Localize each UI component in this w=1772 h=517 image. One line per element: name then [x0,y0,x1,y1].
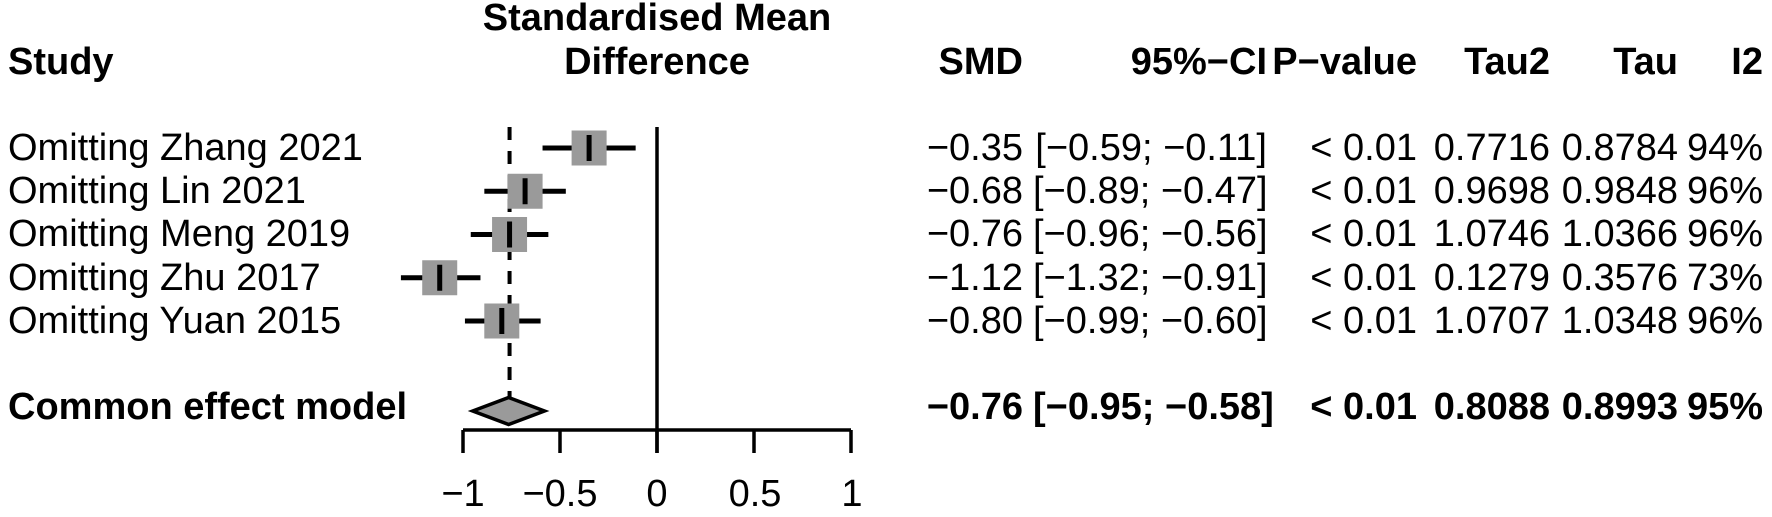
common-pvalue-value: < 0.01 [1310,386,1417,428]
smd-value: −0.76 [926,213,1023,255]
tau-value: 1.0348 [1561,300,1678,342]
study-row-label: Omitting Lin 2021 [8,170,306,212]
pvalue-value: < 0.01 [1310,257,1417,299]
plot-title-line1: Standardised Mean [482,0,832,39]
tau-value: 0.9848 [1561,170,1678,212]
smd-value: −0.80 [926,300,1023,342]
x-axis-tick-label: 0 [646,473,668,515]
pvalue-column-header: P−value [1272,41,1417,83]
common-ci-value: [−0.95; −0.58] [1033,386,1274,428]
study-column-header: Study [8,41,114,83]
x-axis-tick-label: 1 [841,473,863,515]
pvalue-value: < 0.01 [1310,300,1417,342]
tau-value: 0.3576 [1561,257,1678,299]
smd-value: −0.68 [926,170,1023,212]
tau2-column-header: Tau2 [1464,41,1550,83]
ci-value: [−0.99; −0.60] [1033,300,1268,342]
i2-value: 94% [1686,127,1763,169]
common-smd-value: −0.76 [926,386,1023,428]
ci-column-header: 95%−CI [1130,41,1267,83]
i2-value: 73% [1686,257,1763,299]
ci-value: [−1.32; −0.91] [1033,257,1268,299]
tau-value: 0.8784 [1561,127,1678,169]
x-axis-tick-label: −1 [441,473,485,515]
common-i2-value: 95% [1686,386,1763,428]
i2-value: 96% [1686,213,1763,255]
pvalue-value: < 0.01 [1310,170,1417,212]
tau2-value: 1.0746 [1433,213,1550,255]
i2-value: 96% [1686,170,1763,212]
x-axis-tick-label: −0.5 [522,473,598,515]
study-row-label: Omitting Meng 2019 [8,213,351,255]
i2-column-header: I2 [1731,41,1763,83]
pvalue-value: < 0.01 [1310,127,1417,169]
study-row-label: Omitting Zhu 2017 [8,257,321,299]
smd-column-header: SMD [938,41,1023,83]
common-tau2-value: 0.8088 [1433,386,1550,428]
common-effect-label: Common effect model [8,386,408,428]
study-row-label: Omitting Zhang 2021 [8,127,363,169]
tau2-value: 0.7716 [1433,127,1550,169]
tau2-value: 0.9698 [1433,170,1550,212]
tau2-value: 1.0707 [1433,300,1550,342]
plot-title-line2: Difference [564,41,750,83]
ci-value: [−0.96; −0.56] [1033,213,1268,255]
pvalue-value: < 0.01 [1310,213,1417,255]
summary-diamond [467,395,550,427]
smd-value: −1.12 [926,257,1023,299]
ci-value: [−0.59; −0.11] [1035,127,1267,169]
tau-value: 1.0366 [1561,213,1678,255]
ci-value: [−0.89; −0.47] [1033,170,1268,212]
tau2-value: 0.1279 [1433,257,1550,299]
tau-column-header: Tau [1613,41,1678,83]
i2-value: 96% [1686,300,1763,342]
study-row-label: Omitting Yuan 2015 [8,300,342,342]
smd-value: −0.35 [926,127,1023,169]
common-tau-value: 0.8993 [1561,386,1678,428]
x-axis-tick-label: 0.5 [728,473,782,515]
